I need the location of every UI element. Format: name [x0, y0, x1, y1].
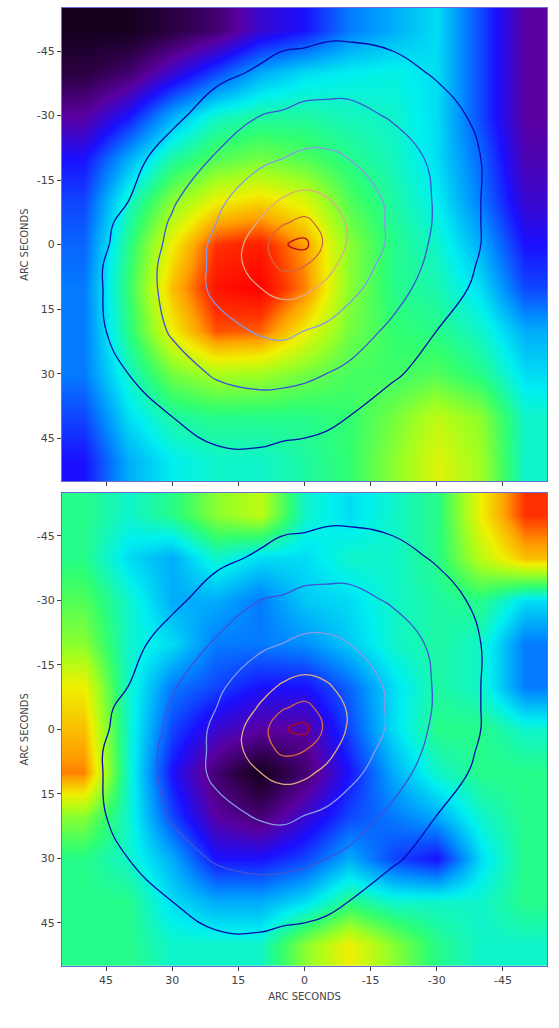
- svg-text:45: 45: [41, 917, 55, 930]
- svg-text:-45: -45: [37, 45, 55, 58]
- svg-text:30: 30: [165, 974, 179, 987]
- svg-text:-15: -15: [37, 174, 55, 187]
- svg-text:0: 0: [301, 974, 308, 987]
- svg-text:-45: -45: [37, 530, 55, 543]
- svg-text:ARC SECONDS: ARC SECONDS: [19, 693, 30, 766]
- svg-text:ARC SECONDS: ARC SECONDS: [268, 991, 341, 1002]
- svg-text:15: 15: [41, 303, 55, 316]
- svg-text:45: 45: [99, 974, 113, 987]
- svg-text:-30: -30: [428, 974, 446, 987]
- svg-text:-15: -15: [362, 974, 380, 987]
- svg-text:0: 0: [48, 723, 55, 736]
- svg-text:15: 15: [231, 974, 245, 987]
- svg-text:-30: -30: [37, 594, 55, 607]
- svg-text:30: 30: [41, 852, 55, 865]
- svg-text:-45: -45: [494, 974, 512, 987]
- svg-text:30: 30: [41, 368, 55, 381]
- svg-text:45: 45: [41, 432, 55, 445]
- svg-text:15: 15: [41, 788, 55, 801]
- svg-text:-15: -15: [37, 659, 55, 672]
- svg-text:ARC SECONDS: ARC SECONDS: [19, 208, 30, 281]
- svg-text:0: 0: [48, 238, 55, 251]
- svg-text:-30: -30: [37, 109, 55, 122]
